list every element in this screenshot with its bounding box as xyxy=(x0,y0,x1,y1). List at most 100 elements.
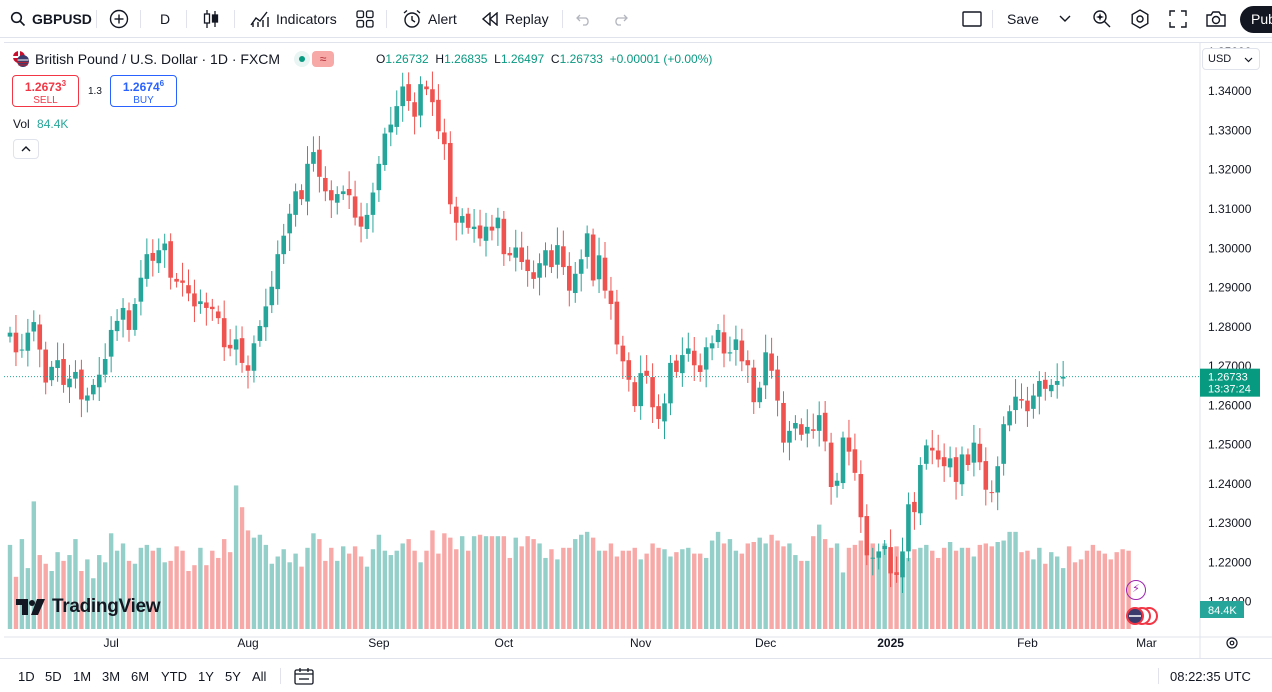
candle-body xyxy=(334,194,340,203)
symbol-title[interactable]: British Pound / U.S. Dollar · 1D · FXCM xyxy=(35,51,281,67)
volume-bar xyxy=(965,547,971,629)
interval-button[interactable]: D xyxy=(160,0,170,38)
time-settings-icon[interactable] xyxy=(1226,637,1238,649)
chevron-down-icon xyxy=(1059,15,1071,22)
redo-button[interactable] xyxy=(612,0,628,38)
clock[interactable]: 08:22:35 UTC xyxy=(1170,669,1251,684)
volume-bar xyxy=(561,547,566,629)
volume-bar xyxy=(305,547,310,629)
snapshot-button[interactable] xyxy=(1205,0,1227,38)
volume-bar xyxy=(370,549,376,629)
buy-button[interactable]: 1.26746 BUY xyxy=(110,75,177,107)
candle-body xyxy=(632,382,638,407)
volume-bar xyxy=(1120,549,1125,629)
window-icon xyxy=(962,11,982,27)
volume-bar xyxy=(596,550,602,629)
volume-bar xyxy=(763,543,768,629)
indicators-button[interactable]: Indicators xyxy=(250,0,337,38)
volume-bar xyxy=(216,557,221,629)
volume-bar xyxy=(412,550,417,629)
chart-pane[interactable]: 1.350001.340001.330001.320001.310001.300… xyxy=(4,42,1272,659)
candle-body xyxy=(941,457,947,467)
date-range-button[interactable] xyxy=(294,667,314,688)
divider xyxy=(992,10,993,28)
price-tick-label: 1.22000 xyxy=(1208,555,1252,569)
events-icon[interactable]: ⚡ xyxy=(1126,580,1146,600)
volume-bar xyxy=(97,555,102,629)
candle-body xyxy=(691,350,697,366)
candle-body xyxy=(126,310,132,330)
layout-toggle-button[interactable] xyxy=(962,0,982,38)
tradingview-logo[interactable]: TradingView xyxy=(16,596,161,618)
quick-search-button[interactable] xyxy=(1092,0,1112,38)
candle-body xyxy=(929,447,935,451)
timeframe-ytd[interactable]: YTD xyxy=(161,669,187,684)
price-tick-label: 1.24000 xyxy=(1208,477,1252,491)
volume-bar xyxy=(7,544,13,629)
timeframe-6m[interactable]: 6M xyxy=(131,669,150,684)
replay-button[interactable]: Replay xyxy=(481,0,549,38)
candle-body xyxy=(906,504,911,552)
candle-body xyxy=(281,235,286,255)
collapse-legend-button[interactable] xyxy=(13,139,39,159)
undo-button[interactable] xyxy=(576,0,592,38)
divider xyxy=(140,10,141,28)
volume-bar xyxy=(953,550,959,629)
candle-body xyxy=(388,124,394,133)
candle-body xyxy=(840,437,846,484)
waves-icon[interactable]: ≈ xyxy=(312,51,335,67)
candle-body xyxy=(620,345,626,362)
ohlc-values: O1.26732 H1.26835 L1.26497 C1.26733 +0.0… xyxy=(376,52,713,66)
volume-bar xyxy=(751,542,756,629)
save-menu-button[interactable] xyxy=(1059,0,1071,38)
volume-bar xyxy=(73,539,78,629)
timeframe-1m[interactable]: 1M xyxy=(73,669,92,684)
volume-bar xyxy=(329,547,334,629)
price-tick-label: 1.34000 xyxy=(1208,84,1252,98)
price-chart[interactable]: 1.350001.340001.330001.320001.310001.300… xyxy=(4,43,1272,659)
timeframe-1d[interactable]: 1D xyxy=(18,669,35,684)
alert-button[interactable]: Alert xyxy=(402,0,457,38)
save-button[interactable]: Save xyxy=(1007,0,1039,38)
currency-select[interactable]: USD xyxy=(1202,48,1260,70)
volume-bar xyxy=(989,546,994,629)
timeframe-1y[interactable]: 1Y xyxy=(198,669,214,684)
economic-events-icon[interactable] xyxy=(1125,606,1159,626)
time-settings-icon-center xyxy=(1229,640,1235,646)
volume-bar xyxy=(650,543,655,629)
settings-button[interactable] xyxy=(1130,0,1150,38)
layouts-button[interactable] xyxy=(356,0,374,38)
symbol-search[interactable]: GBPUSD xyxy=(10,0,92,38)
chevron-down-icon xyxy=(1244,57,1253,63)
candle-body xyxy=(382,133,388,166)
candle-body xyxy=(763,352,768,386)
candle-body xyxy=(37,324,43,350)
fullscreen-button[interactable] xyxy=(1169,0,1187,38)
candle-body xyxy=(1037,380,1042,397)
compare-button[interactable] xyxy=(109,0,129,38)
volume-bar xyxy=(870,543,875,629)
save-label: Save xyxy=(1007,11,1039,27)
timeframe-all[interactable]: All xyxy=(252,669,267,684)
divider xyxy=(386,10,387,28)
divider xyxy=(562,10,563,28)
candle-body xyxy=(561,246,566,268)
volume-bar xyxy=(1037,547,1042,629)
chart-type-button[interactable] xyxy=(202,0,220,38)
volume-bar xyxy=(513,537,518,629)
volume-bar xyxy=(745,543,750,629)
interval-label: D xyxy=(160,11,171,27)
publish-button[interactable]: Pub xyxy=(1240,6,1272,33)
timeframe-5d[interactable]: 5D xyxy=(45,669,62,684)
volume-bar xyxy=(846,547,852,629)
price-tick-label: 1.23000 xyxy=(1208,516,1252,530)
volume-bar xyxy=(543,557,548,629)
sell-button[interactable]: 1.26733 SELL xyxy=(12,75,79,107)
low-value: 1.26497 xyxy=(500,52,545,66)
volume-bar xyxy=(460,536,465,629)
timeframe-3m[interactable]: 3M xyxy=(102,669,121,684)
volume-bar xyxy=(257,534,263,629)
grid-icon xyxy=(356,10,374,28)
timeframe-5y[interactable]: 5Y xyxy=(225,669,241,684)
spread-value: 1.3 xyxy=(88,86,102,97)
